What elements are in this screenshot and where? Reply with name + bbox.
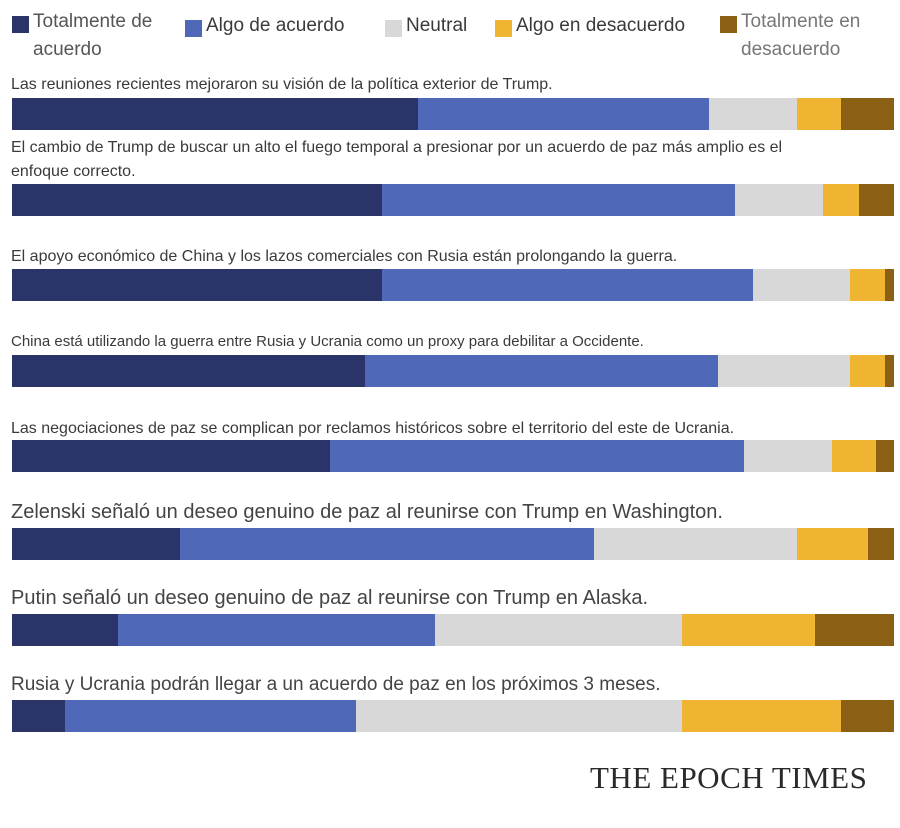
legend-item: Algo de acuerdo [185, 12, 375, 40]
statement-label: China está utilizando la guerra entre Ru… [11, 333, 644, 350]
bar-segment [708, 98, 797, 130]
stacked-bar [12, 355, 894, 387]
bar-segment [849, 355, 886, 387]
stacked-bar [12, 528, 894, 560]
stacked-bar [12, 184, 894, 216]
legend-label: Neutral [406, 15, 468, 36]
source-logo: THE EPOCH TIMES [590, 760, 868, 795]
bar-segment [12, 355, 365, 387]
bar-segment [682, 700, 842, 732]
bar-segment [594, 528, 797, 560]
bar-segment [364, 355, 718, 387]
bar-segment [12, 614, 118, 646]
legend-swatch [385, 20, 402, 37]
stacked-bar [12, 700, 894, 732]
bar-segment [417, 98, 709, 130]
stacked-bar [12, 98, 894, 130]
legend-swatch [185, 20, 202, 37]
bar-segment [12, 98, 418, 130]
bar-segment [858, 184, 894, 216]
bar-segment [796, 98, 842, 130]
legend-item: Totalmente de acuerdo [12, 8, 162, 64]
bar-segment [885, 355, 894, 387]
bar-segment [382, 184, 736, 216]
bar-segment [849, 269, 886, 301]
statement-label: Las negociaciones de paz se complican po… [11, 420, 735, 437]
bar-segment [382, 269, 753, 301]
bar-segment [841, 98, 894, 130]
bar-segment [814, 614, 894, 646]
bar-segment [355, 700, 683, 732]
bar-segment [832, 440, 877, 472]
bar-segment [796, 528, 868, 560]
bar-segment [744, 440, 833, 472]
bar-segment [179, 528, 595, 560]
bar-segment [682, 614, 815, 646]
statement-label: Putin señaló un deseo genuino de paz al … [11, 587, 649, 609]
statement-label: Rusia y Ucrania podrán llegar a un acuer… [11, 674, 661, 695]
bar-segment [12, 700, 65, 732]
bar-segment [12, 528, 180, 560]
bar-segment [117, 614, 436, 646]
stacked-bar [12, 440, 894, 472]
bar-segment [735, 184, 824, 216]
legend-item: Algo en desacuerdo [495, 12, 705, 40]
legend-label: Totalmente de acuerdo [33, 11, 153, 60]
bar-segment [12, 440, 330, 472]
legend: Totalmente de acuerdo Algo de acuerdo Neut… [0, 0, 900, 70]
statement-label: Las reuniones recientes mejoraron su vis… [11, 76, 553, 93]
stacked-bar [12, 614, 894, 646]
bar-segment [841, 700, 894, 732]
legend-label: Totalmente en desacuerdo [741, 11, 861, 60]
statement-label: Zelenski señaló un deseo genuino de paz … [11, 501, 723, 523]
legend-item: Neutral [385, 12, 485, 40]
bar-segment [717, 355, 850, 387]
bar-segment [435, 614, 683, 646]
legend-swatch [495, 20, 512, 37]
bar-segment [329, 440, 745, 472]
bar-segment [752, 269, 850, 301]
bar-segment [867, 528, 894, 560]
stacked-bar [12, 269, 894, 301]
bar-segment [876, 440, 894, 472]
bar-segment [12, 269, 383, 301]
legend-label: Algo en desacuerdo [516, 15, 686, 36]
statement-label: El apoyo económico de China y los lazos … [11, 248, 678, 265]
statement-label: El cambio de Trump de buscar un alto el … [11, 139, 783, 180]
legend-swatch [12, 16, 29, 33]
bar-segment [64, 700, 356, 732]
bar-segment [823, 184, 859, 216]
legend-label: Algo de acuerdo [206, 15, 345, 36]
bar-segment [12, 184, 383, 216]
legend-item: Totalmente en desacuerdo [720, 8, 890, 64]
chart-rows: Las reuniones recientes mejoraron su vis… [11, 76, 894, 732]
legend-swatch [720, 16, 737, 33]
bar-segment [885, 269, 894, 301]
